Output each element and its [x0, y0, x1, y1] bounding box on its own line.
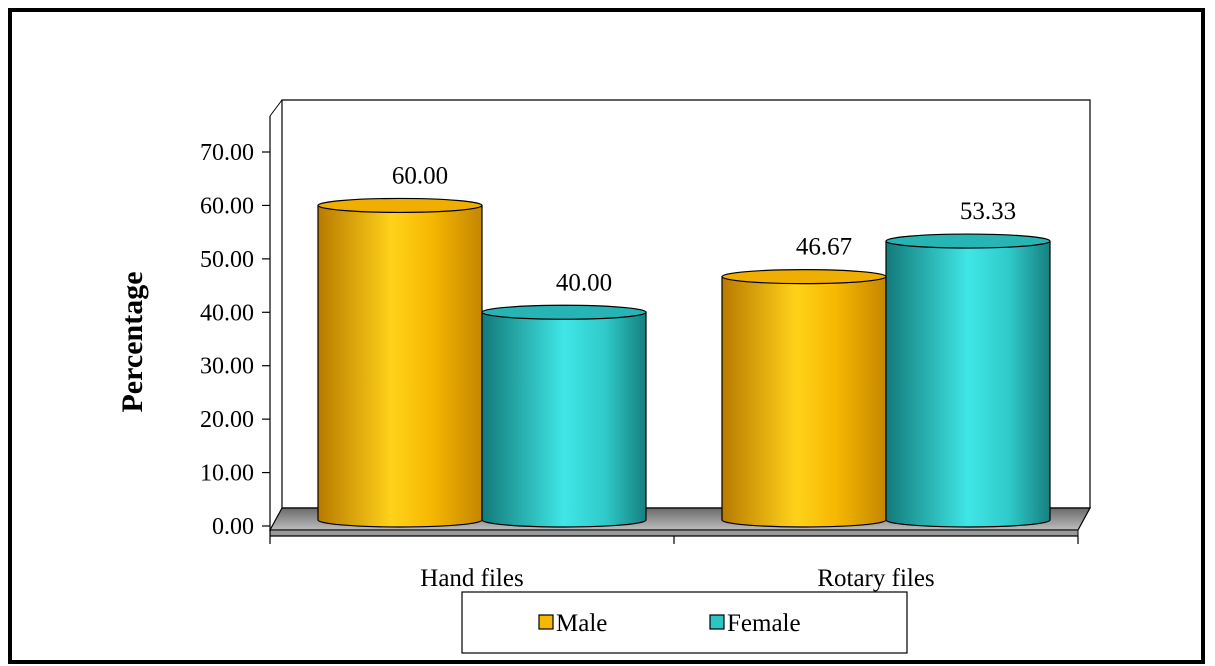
data-label-female-hand-files: 40.00 — [556, 269, 612, 296]
y-tick-label: 20.00 — [200, 407, 254, 433]
bar-body — [885, 240, 1051, 528]
category-labels: Hand files Rotary files — [420, 565, 934, 592]
y-tick-label: 50.00 — [200, 247, 254, 273]
bar-top — [481, 304, 647, 320]
y-tick-label: 40.00 — [200, 300, 254, 326]
y-tick-label: 60.00 — [200, 193, 254, 219]
bar-female-hand-files — [481, 304, 647, 528]
category-label-rotary-files: Rotary files — [817, 565, 934, 592]
data-label-male-hand-files: 60.00 — [392, 162, 448, 189]
bar-body — [481, 311, 647, 528]
bars — [317, 197, 1051, 528]
bar-chart: 0.0010.0020.0030.0040.0050.0060.0070.00 … — [116, 99, 1092, 654]
legend-swatch-male — [538, 614, 554, 630]
y-tick-label: 30.00 — [200, 354, 254, 380]
y-tick-label: 0.00 — [212, 514, 254, 540]
y-axis-label: Percentage — [116, 271, 149, 412]
y-tick-label: 10.00 — [200, 461, 254, 487]
bar-female-rotary-files — [885, 233, 1051, 528]
legend-swatch-female — [709, 614, 725, 630]
data-labels: 60.00 40.00 46.67 53.33 — [392, 162, 1016, 296]
chart-frame: 0.00 10.00 20.00 30.00 40.00 50.00 60.00 70.00 … — [8, 8, 1205, 664]
y-ticks: 0.00 10.00 20.00 30.00 40.00 50.00 60.00 70.00 — [200, 140, 270, 540]
bar-body — [721, 276, 887, 528]
category-label-hand-files: Hand files — [420, 565, 523, 592]
x-ticks — [269, 536, 1079, 544]
bar-body — [317, 204, 483, 528]
bar-top — [885, 233, 1051, 249]
legend: Male Female — [461, 591, 908, 654]
bar-top — [721, 269, 887, 285]
plot-left-wall-edge — [269, 99, 283, 117]
legend-label-female: Female — [727, 610, 801, 637]
bar-male-hand-files — [317, 197, 483, 528]
y-tick-label: 70.00 — [200, 140, 254, 166]
data-label-male-rotary-files: 46.67 — [796, 234, 852, 261]
bar-male-rotary-files — [721, 269, 887, 528]
data-label-female-rotary-files: 53.33 — [960, 198, 1016, 225]
bar-top — [317, 197, 483, 214]
legend-box — [461, 591, 908, 654]
plot-floor-front — [269, 529, 1079, 537]
legend-label-male: Male — [556, 610, 607, 637]
